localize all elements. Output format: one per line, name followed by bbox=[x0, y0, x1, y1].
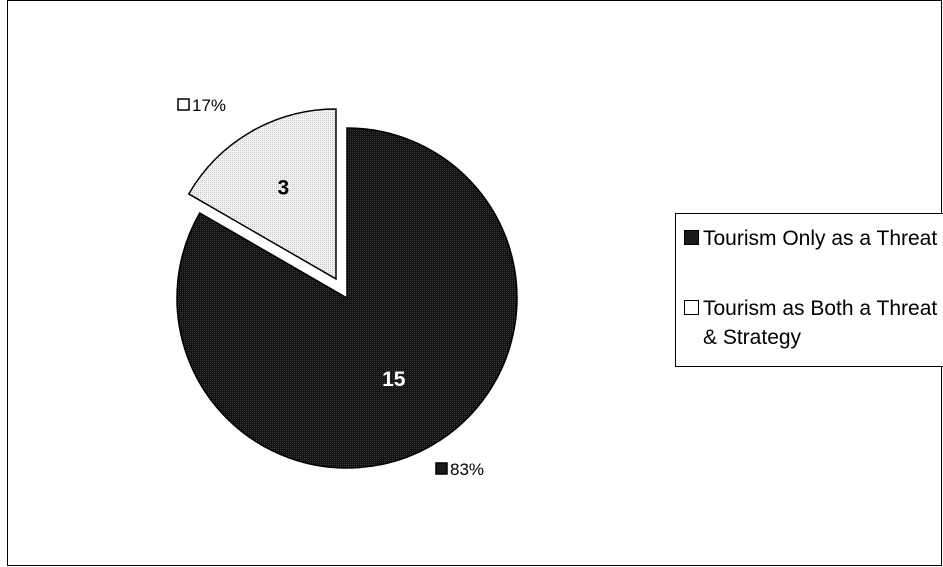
slice-percent-label: 83% bbox=[450, 460, 484, 479]
pie-slice-only-threat bbox=[176, 127, 518, 469]
legend-item-only-threat: Tourism Only as a Threat bbox=[684, 224, 943, 253]
legend: Tourism Only as a Threat Tourism as Both… bbox=[675, 213, 943, 367]
percent-label-key bbox=[177, 98, 190, 111]
pie-slice-both bbox=[187, 108, 337, 281]
legend-item-both: Tourism as Both a Threat & Strategy bbox=[684, 294, 943, 352]
legend-label-only-threat: Tourism Only as a Threat bbox=[703, 227, 938, 250]
slice-value-label: 15 bbox=[382, 368, 406, 391]
legend-label-both: Tourism as Both a Threat & Strategy bbox=[703, 297, 938, 349]
legend-swatch-only-threat bbox=[684, 230, 699, 245]
legend-swatch-both bbox=[684, 300, 699, 315]
slice-value-label: 3 bbox=[277, 177, 289, 200]
slice-percent-label: 17% bbox=[192, 96, 226, 115]
percent-label-key bbox=[435, 462, 448, 475]
